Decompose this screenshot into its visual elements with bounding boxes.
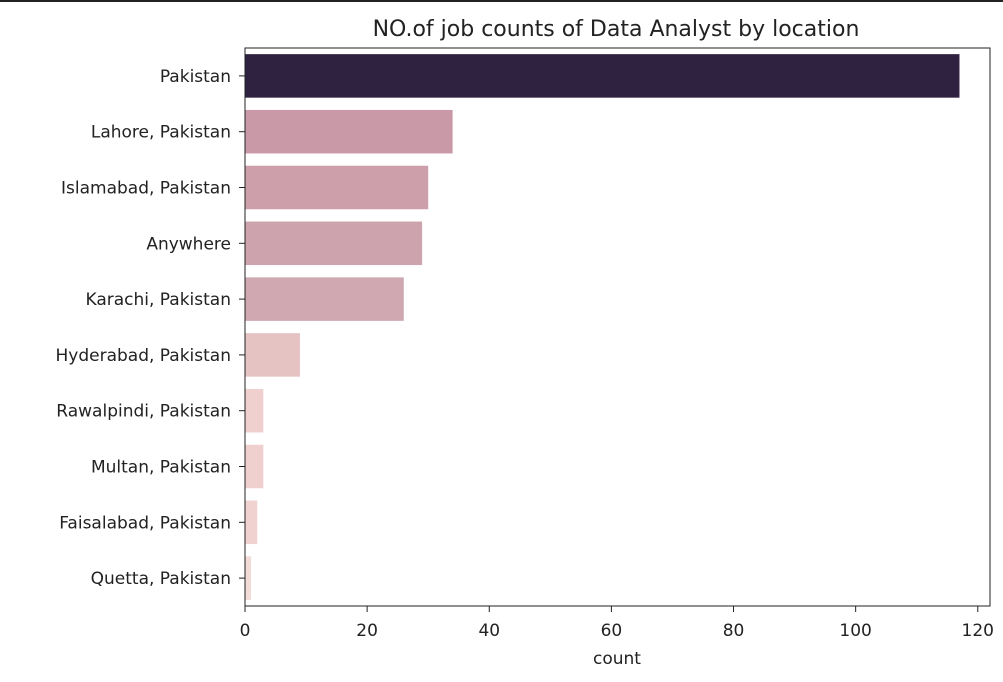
bar-9	[245, 556, 252, 600]
x-tick-label: 0	[240, 621, 251, 641]
y-tick-label: Karachi, Pakistan	[85, 290, 231, 310]
x-tick-label: 40	[478, 621, 500, 641]
bars-group	[245, 54, 960, 600]
bar-2	[245, 165, 429, 210]
bar-4	[245, 277, 404, 321]
bar-3	[245, 221, 423, 266]
bar-8	[245, 500, 258, 545]
x-tick-label: 80	[723, 621, 745, 641]
y-tick-label: Lahore, Pakistan	[91, 123, 231, 143]
x-tick-label: 120	[962, 621, 994, 641]
y-tick-label: Anywhere	[146, 234, 231, 254]
bar-0	[245, 54, 960, 98]
y-tick-label: Faisalabad, Pakistan	[59, 513, 231, 533]
bar-6	[245, 388, 264, 433]
bar-7	[245, 444, 264, 489]
window-top-border	[0, 0, 1003, 2]
bar-5	[245, 333, 300, 377]
y-axis-ticks: Pakistan Lahore, Pakistan Islamabad, Pakis…	[56, 67, 245, 589]
x-tick-label: 20	[356, 621, 378, 641]
chart-title: NO.of job counts of Data Analyst by loca…	[373, 17, 860, 42]
plot-area-frame	[244, 47, 991, 607]
y-tick-label: Pakistan	[160, 67, 231, 87]
y-tick-label: Rawalpindi, Pakistan	[56, 402, 231, 422]
x-tick-label: 60	[601, 621, 623, 641]
y-tick-label: Multan, Pakistan	[91, 458, 231, 478]
y-tick-label: Quetta, Pakistan	[91, 569, 231, 589]
x-tick-label: 100	[839, 621, 871, 641]
y-tick-label: Hyderabad, Pakistan	[56, 346, 232, 366]
y-tick-label: Islamabad, Pakistan	[61, 179, 231, 199]
x-axis-ticks: 0 20 40 60 80 100 120	[240, 606, 994, 641]
bar-1	[245, 109, 453, 154]
x-axis-title: count	[593, 649, 641, 669]
